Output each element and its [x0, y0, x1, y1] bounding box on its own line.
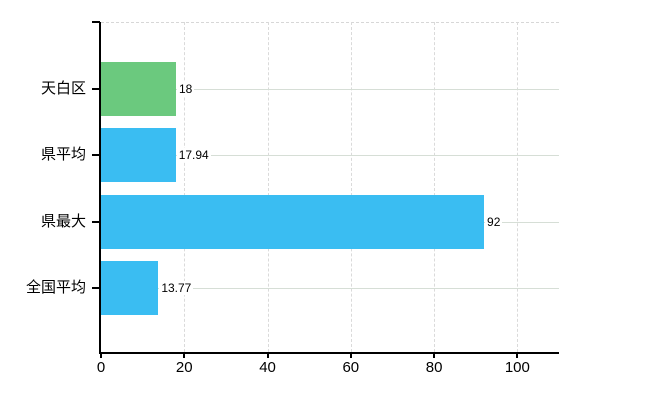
- bar: [101, 128, 176, 182]
- y-axis-tick: [92, 220, 100, 223]
- x-tick-label: 40: [259, 359, 276, 376]
- y-axis-tick: [92, 287, 100, 289]
- bar-value-label: 92: [485, 214, 503, 229]
- x-tick-label: 0: [96, 359, 106, 376]
- bar-value-label: 17.94: [176, 148, 211, 162]
- y-axis-tick: [92, 87, 100, 90]
- y-axis-tick: [92, 154, 100, 156]
- x-tick-label: 80: [425, 359, 443, 376]
- h-gridline: [101, 155, 559, 156]
- plot-area: 0 20 40 60 80 100 天白区 18 県平均 17.94 県最大 92 全国平均 13.77: [26, 21, 559, 376]
- x-tick-label: 20: [175, 359, 193, 376]
- x-axis-tick: [516, 352, 519, 358]
- bar: [101, 194, 485, 249]
- category-label: 県最大: [40, 212, 86, 230]
- v-gridline: [184, 22, 186, 352]
- x-axis-tick: [349, 352, 352, 358]
- x-tick-label: 60: [342, 359, 360, 376]
- x-axis-tick: [266, 352, 269, 358]
- x-axis-tick: [433, 352, 436, 358]
- bar: [101, 261, 159, 315]
- category-label: 全国平均: [25, 279, 86, 296]
- h-gridline: [101, 88, 559, 90]
- category-label: 天白区: [40, 79, 86, 97]
- x-axis-line: [99, 352, 559, 354]
- category-label: 県平均: [40, 146, 86, 163]
- v-gridline: [350, 22, 352, 352]
- plot-top-border: [101, 22, 559, 23]
- v-gridline: [267, 22, 269, 352]
- bar-value-label: 13.77: [159, 281, 194, 295]
- v-gridline: [517, 22, 519, 352]
- x-axis-tick: [183, 352, 186, 358]
- v-gridline: [434, 22, 436, 352]
- h-gridline: [101, 288, 559, 289]
- y-axis-line: [99, 22, 101, 352]
- bar: [101, 61, 176, 116]
- bar-value-label: 18: [176, 81, 195, 96]
- y-axis-top-tick: [92, 21, 100, 23]
- x-axis-tick: [100, 352, 102, 358]
- x-tick-label: 100: [504, 359, 530, 376]
